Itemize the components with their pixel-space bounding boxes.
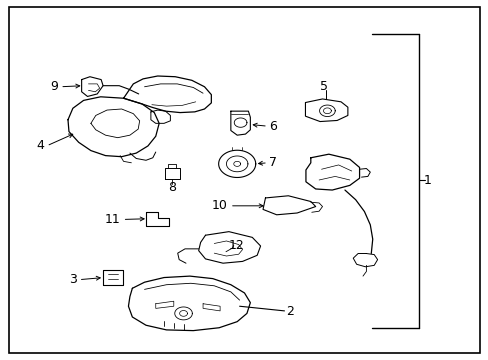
Text: 11: 11 [105, 213, 121, 226]
Text: 8: 8 [168, 181, 176, 194]
Text: 2: 2 [286, 305, 294, 318]
Text: 12: 12 [228, 239, 244, 252]
Text: 7: 7 [268, 156, 276, 169]
Text: 10: 10 [212, 199, 227, 212]
Text: 9: 9 [50, 80, 58, 93]
Text: 6: 6 [268, 120, 276, 133]
Text: 5: 5 [320, 80, 327, 93]
Text: 3: 3 [69, 273, 77, 286]
Text: 1: 1 [423, 174, 431, 186]
Text: 4: 4 [37, 139, 44, 152]
